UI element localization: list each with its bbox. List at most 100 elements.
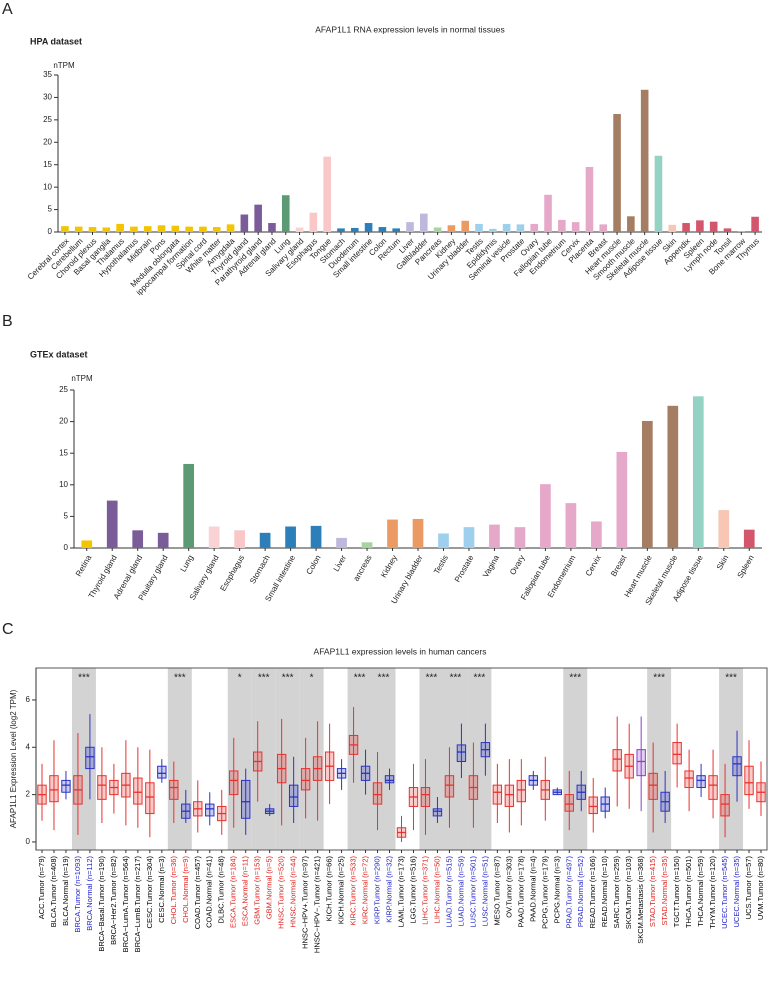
x-tick-label: OV.Tumor (n=303) bbox=[504, 855, 513, 917]
bar bbox=[295, 227, 304, 232]
box bbox=[696, 775, 706, 789]
significance-label: *** bbox=[354, 673, 366, 684]
bar bbox=[514, 527, 526, 548]
x-tick-label: BLCA.Normal (n=19) bbox=[61, 856, 70, 926]
y-tick-label: 35 bbox=[43, 70, 52, 79]
bar bbox=[102, 227, 111, 232]
box bbox=[169, 779, 179, 800]
x-tick-label: UVM.Tumor (n=80) bbox=[756, 856, 765, 921]
y-tick-label: 30 bbox=[43, 93, 52, 102]
significance-label: *** bbox=[378, 673, 390, 684]
bar bbox=[433, 227, 442, 232]
bar bbox=[718, 510, 730, 548]
x-tick-label: Vagina bbox=[481, 553, 501, 579]
x-tick-label: Testis bbox=[432, 554, 450, 576]
highlight-band bbox=[419, 668, 444, 850]
x-tick-label: GBM.Normal (n=5) bbox=[265, 855, 274, 919]
x-tick-label: ACC.Tumor (n=79) bbox=[37, 855, 46, 919]
bar bbox=[81, 540, 93, 548]
bar bbox=[259, 532, 271, 548]
x-tick-label: GBM.Tumor (n=153) bbox=[253, 855, 262, 924]
x-tick-label: COAD.Normal (n=41) bbox=[205, 856, 214, 928]
x-tick-label: Skin bbox=[715, 554, 731, 572]
bar bbox=[616, 451, 628, 548]
x-tick-label: THCA.Tumor (n=501) bbox=[684, 856, 693, 929]
y-axis-label: nTPM bbox=[71, 374, 93, 383]
bar bbox=[420, 213, 428, 232]
bar bbox=[387, 519, 398, 548]
significance-label: * bbox=[238, 673, 242, 684]
x-tick-label: STAD.Tumor (n=415) bbox=[648, 856, 657, 928]
x-tick-label: HNSC−HPV+.Tumor (n=97) bbox=[301, 856, 310, 949]
bar bbox=[585, 166, 594, 232]
y-tick-label: 25 bbox=[59, 385, 68, 394]
x-tick-label: Colon bbox=[304, 554, 322, 577]
y-tick-label: 6 bbox=[26, 695, 31, 704]
x-tick-label: PCPG.Normal (n=3) bbox=[552, 856, 561, 924]
x-tick-label: Liver bbox=[332, 553, 349, 573]
bar bbox=[571, 222, 580, 232]
bar bbox=[502, 223, 511, 232]
bar bbox=[130, 226, 138, 232]
bar bbox=[61, 226, 69, 232]
bar bbox=[709, 221, 718, 232]
box bbox=[288, 784, 299, 807]
y-tick-label: 20 bbox=[59, 417, 68, 426]
bar bbox=[392, 228, 400, 232]
y-tick-label: 0 bbox=[48, 227, 53, 236]
bar bbox=[447, 225, 456, 232]
significance-label: *** bbox=[725, 673, 737, 684]
bar bbox=[475, 223, 483, 232]
x-tick-label: SKCM.Tumor (n=103) bbox=[624, 856, 633, 930]
x-tick-label: BRCA−Her2.Tumor (n=82) bbox=[109, 855, 118, 944]
bar bbox=[667, 405, 679, 548]
bar bbox=[226, 224, 235, 232]
bar bbox=[281, 195, 290, 232]
box bbox=[97, 775, 107, 800]
significance-label: *** bbox=[450, 673, 462, 684]
box bbox=[504, 784, 515, 807]
bar bbox=[157, 225, 166, 232]
x-tick-label: CESC.Normal (n=3) bbox=[157, 856, 166, 923]
bar bbox=[461, 220, 470, 232]
bar bbox=[212, 227, 221, 232]
box bbox=[420, 787, 431, 807]
chart-title: AFAP1L1 RNA expression levels in normal … bbox=[315, 24, 504, 34]
x-tick-label: ESCA.Tumor (n=184) bbox=[229, 856, 238, 929]
bar bbox=[254, 204, 262, 232]
bar bbox=[208, 526, 220, 548]
box bbox=[720, 794, 730, 817]
box bbox=[636, 749, 646, 777]
panel-label: C bbox=[2, 621, 14, 638]
x-tick-label: KIRC.Tumor (n=533) bbox=[349, 856, 358, 926]
box bbox=[372, 782, 383, 805]
y-tick-label: 10 bbox=[59, 480, 68, 489]
bar bbox=[558, 219, 566, 232]
bar bbox=[438, 533, 449, 548]
bar bbox=[106, 500, 118, 548]
bar bbox=[565, 503, 577, 548]
highlight-band bbox=[347, 668, 372, 850]
box bbox=[732, 756, 742, 777]
box bbox=[672, 742, 682, 765]
y-tick-label: 0 bbox=[64, 543, 69, 552]
x-tick-label: BLCA.Tumor (n=408) bbox=[49, 856, 58, 928]
x-tick-label: PRAD.Normal (n=52) bbox=[576, 856, 585, 928]
y-tick-label: 15 bbox=[59, 448, 68, 457]
box bbox=[300, 768, 311, 791]
x-tick-label: LIHC.Tumor (n=371) bbox=[420, 856, 429, 925]
bar bbox=[530, 223, 539, 232]
box bbox=[456, 744, 467, 762]
x-tick-label: BRCA−Basal.Tumor (n=190) bbox=[97, 856, 106, 952]
bar bbox=[692, 396, 704, 548]
x-tick-label: UCEC.Tumor (n=545) bbox=[720, 856, 729, 929]
x-tick-label: READ.Tumor (n=166) bbox=[588, 856, 597, 929]
bar bbox=[157, 532, 169, 548]
significance-label: *** bbox=[653, 673, 665, 684]
highlight-band bbox=[563, 668, 588, 850]
bar bbox=[540, 484, 551, 548]
bar bbox=[143, 226, 152, 232]
box bbox=[157, 765, 167, 779]
x-tick-label: KIRP.Normal (n=32) bbox=[385, 855, 394, 922]
